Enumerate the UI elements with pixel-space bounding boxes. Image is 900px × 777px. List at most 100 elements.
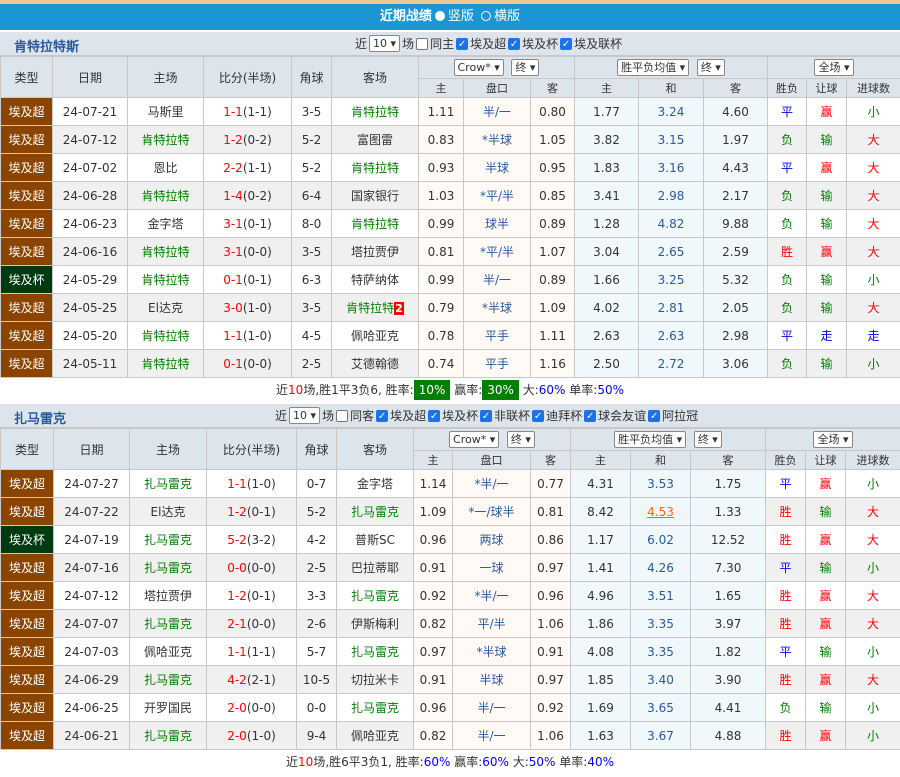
away-team[interactable]: 扎马雷克 — [350, 701, 399, 715]
league-badge[interactable]: 埃及超 — [0, 321, 53, 350]
league-badge[interactable]: 埃及超 — [0, 349, 53, 378]
home-team[interactable]: 扎马雷克 — [129, 609, 207, 638]
table-row[interactable]: 埃及超 24-07-03 佩哈亚克 1-1(1-1) 5-7 扎马雷克 0.97… — [0, 637, 900, 666]
table-row[interactable]: 埃及超 24-06-29 扎马雷克 4-2(2-1) 10-5 切拉米卡 0.9… — [0, 665, 900, 694]
filter-checkbox[interactable]: ✓ — [560, 37, 573, 50]
home-team[interactable]: 金字塔 — [127, 209, 204, 238]
home-team[interactable]: 肯特拉特 — [127, 265, 204, 294]
away-team[interactable]: 塔拉贾伊 — [350, 245, 399, 259]
away-team[interactable]: 富图雷 — [356, 133, 393, 147]
away-team[interactable]: 肯特拉特 — [350, 217, 399, 231]
match-count-select[interactable]: 10 ▾ — [369, 35, 401, 52]
league-badge[interactable]: 埃及杯 — [0, 265, 53, 294]
filter-checkbox[interactable]: ✓ — [376, 409, 389, 422]
scope-select[interactable]: 全场 ▾ — [814, 59, 854, 76]
company-select[interactable]: Crow* ▾ — [453, 59, 504, 76]
league-badge[interactable]: 埃及超 — [0, 125, 53, 154]
avg-select[interactable]: 胜平负均值 ▾ — [617, 59, 690, 76]
away-team[interactable]: 伊斯梅利 — [350, 617, 399, 631]
filter-checkbox[interactable]: ✓ — [508, 37, 521, 50]
home-team[interactable]: 肯特拉特 — [127, 125, 204, 154]
vertical-label[interactable]: 竖版 — [447, 9, 474, 24]
table-row[interactable]: 埃及超 24-05-11 肯特拉特 0-1(0-0) 2-5 艾德翰德 0.74… — [0, 349, 900, 378]
table-row[interactable]: 埃及超 24-07-07 扎马雷克 2-1(0-0) 2-6 伊斯梅利 0.82… — [0, 609, 900, 638]
away-team[interactable]: 肯特拉特 — [350, 105, 399, 119]
avg-select[interactable]: 胜平负均值 ▾ — [614, 431, 687, 448]
away-team[interactable]: 扎马雷克 — [350, 505, 399, 519]
table-row[interactable]: 埃及超 24-07-12 肯特拉特 1-2(0-2) 5-2 富图雷 0.83 … — [0, 125, 900, 154]
home-team[interactable]: 肯特拉特 — [127, 181, 204, 210]
table-row[interactable]: 埃及超 24-06-28 肯特拉特 1-4(0-2) 6-4 国家银行 1.03… — [0, 181, 900, 210]
table-row[interactable]: 埃及杯 24-05-29 肯特拉特 0-1(0-1) 6-3 特萨纳体 0.99… — [0, 265, 900, 294]
filter-checkbox[interactable]: ✓ — [584, 409, 597, 422]
filter-checkbox[interactable]: ✓ — [648, 409, 661, 422]
home-team[interactable]: 马斯里 — [127, 97, 204, 126]
table-row[interactable]: 埃及超 24-07-21 马斯里 1-1(1-1) 3-5 肯特拉特 1.11 … — [0, 97, 900, 126]
table-row[interactable]: 埃及超 24-06-23 金字塔 3-1(0-1) 8-0 肯特拉特 0.99 … — [0, 209, 900, 238]
scope-select[interactable]: 全场 ▾ — [813, 431, 853, 448]
league-badge[interactable]: 埃及杯 — [0, 525, 54, 554]
home-team[interactable]: El达克 — [127, 293, 204, 322]
home-team[interactable]: 肯特拉特 — [127, 321, 204, 350]
radio-vertical[interactable] — [434, 11, 445, 21]
league-badge[interactable]: 埃及超 — [0, 97, 53, 126]
home-team[interactable]: 扎马雷克 — [129, 721, 207, 750]
away-team[interactable]: 特萨纳体 — [350, 273, 399, 287]
filter-label[interactable]: 埃及超 — [390, 409, 427, 423]
same-venue-checkbox[interactable] — [416, 37, 429, 50]
home-team[interactable]: 佩哈亚克 — [129, 637, 207, 666]
table-row[interactable]: 埃及超 24-05-25 El达克 3-0(1-0) 3-5 肯特拉特2 0.7… — [0, 293, 900, 322]
same-venue-label[interactable]: 同主 — [430, 37, 455, 51]
table-row[interactable]: 埃及超 24-06-16 肯特拉特 3-1(0-0) 3-5 塔拉贾伊 0.81… — [0, 237, 900, 266]
company-type-select[interactable]: 终 ▾ — [511, 59, 540, 76]
league-badge[interactable]: 埃及超 — [0, 581, 54, 610]
radio-horizontal[interactable] — [481, 11, 492, 21]
league-badge[interactable]: 埃及超 — [0, 237, 53, 266]
horizontal-label[interactable]: 横版 — [494, 9, 521, 24]
table-row[interactable]: 埃及超 24-07-27 扎马雷克 1-1(1-0) 0-7 金字塔 1.14 … — [0, 469, 900, 498]
league-badge[interactable]: 埃及超 — [0, 637, 54, 666]
away-team[interactable]: 艾德翰德 — [350, 357, 399, 371]
away-team[interactable]: 切拉米卡 — [350, 673, 399, 687]
filter-label[interactable]: 迪拜杯 — [546, 409, 583, 423]
avg-type-select[interactable]: 终 ▾ — [696, 59, 725, 76]
table-row[interactable]: 埃及超 24-05-20 肯特拉特 1-1(1-0) 4-5 佩哈亚克 0.78… — [0, 321, 900, 350]
league-badge[interactable]: 埃及超 — [0, 469, 54, 498]
avg-type-select[interactable]: 终 ▾ — [693, 431, 722, 448]
match-count-select[interactable]: 10 ▾ — [289, 407, 321, 424]
home-team[interactable]: 塔拉贾伊 — [129, 581, 207, 610]
league-badge[interactable]: 埃及超 — [0, 693, 54, 722]
away-team[interactable]: 国家银行 — [350, 189, 399, 203]
league-badge[interactable]: 埃及超 — [0, 609, 54, 638]
away-team[interactable]: 扎马雷克 — [350, 589, 399, 603]
table-row[interactable]: 埃及杯 24-07-19 扎马雷克 5-2(3-2) 4-2 普斯SC 0.96… — [0, 525, 900, 554]
home-team[interactable]: 扎马雷克 — [129, 665, 207, 694]
filter-checkbox[interactable]: ✓ — [456, 37, 469, 50]
away-team[interactable]: 佩哈亚克 — [350, 729, 399, 743]
away-team[interactable]: 普斯SC — [355, 533, 395, 547]
filter-label[interactable]: 非联杯 — [494, 409, 531, 423]
table-row[interactable]: 埃及超 24-07-22 El达克 1-2(0-1) 5-2 扎马雷克 1.09… — [0, 497, 900, 526]
filter-label[interactable]: 埃及超 — [470, 37, 507, 51]
table-row[interactable]: 埃及超 24-07-16 扎马雷克 0-0(0-0) 2-5 巴拉蒂耶 0.91… — [0, 553, 900, 582]
away-team[interactable]: 肯特拉特 — [350, 161, 399, 175]
filter-label[interactable]: 埃及联杯 — [574, 37, 623, 51]
league-badge[interactable]: 埃及超 — [0, 209, 53, 238]
table-row[interactable]: 埃及超 24-06-21 扎马雷克 2-0(1-0) 9-4 佩哈亚克 0.82… — [0, 721, 900, 750]
home-team[interactable]: 开罗国民 — [129, 693, 207, 722]
company-select[interactable]: Crow* ▾ — [449, 431, 500, 448]
home-team[interactable]: 肯特拉特 — [127, 237, 204, 266]
away-team[interactable]: 佩哈亚克 — [350, 329, 399, 343]
away-team[interactable]: 金字塔 — [356, 477, 393, 491]
home-team[interactable]: 扎马雷克 — [129, 469, 207, 498]
home-team[interactable]: 肯特拉特 — [127, 349, 204, 378]
table-row[interactable]: 埃及超 24-06-25 开罗国民 2-0(0-0) 0-0 扎马雷克 0.96… — [0, 693, 900, 722]
league-badge[interactable]: 埃及超 — [0, 153, 53, 182]
home-team[interactable]: 扎马雷克 — [129, 525, 207, 554]
filter-label[interactable]: 球会友谊 — [598, 409, 647, 423]
league-badge[interactable]: 埃及超 — [0, 721, 54, 750]
away-team[interactable]: 扎马雷克 — [350, 645, 399, 659]
table-row[interactable]: 埃及超 24-07-12 塔拉贾伊 1-2(0-1) 3-3 扎马雷克 0.92… — [0, 581, 900, 610]
league-badge[interactable]: 埃及超 — [0, 665, 54, 694]
league-badge[interactable]: 埃及超 — [0, 293, 53, 322]
